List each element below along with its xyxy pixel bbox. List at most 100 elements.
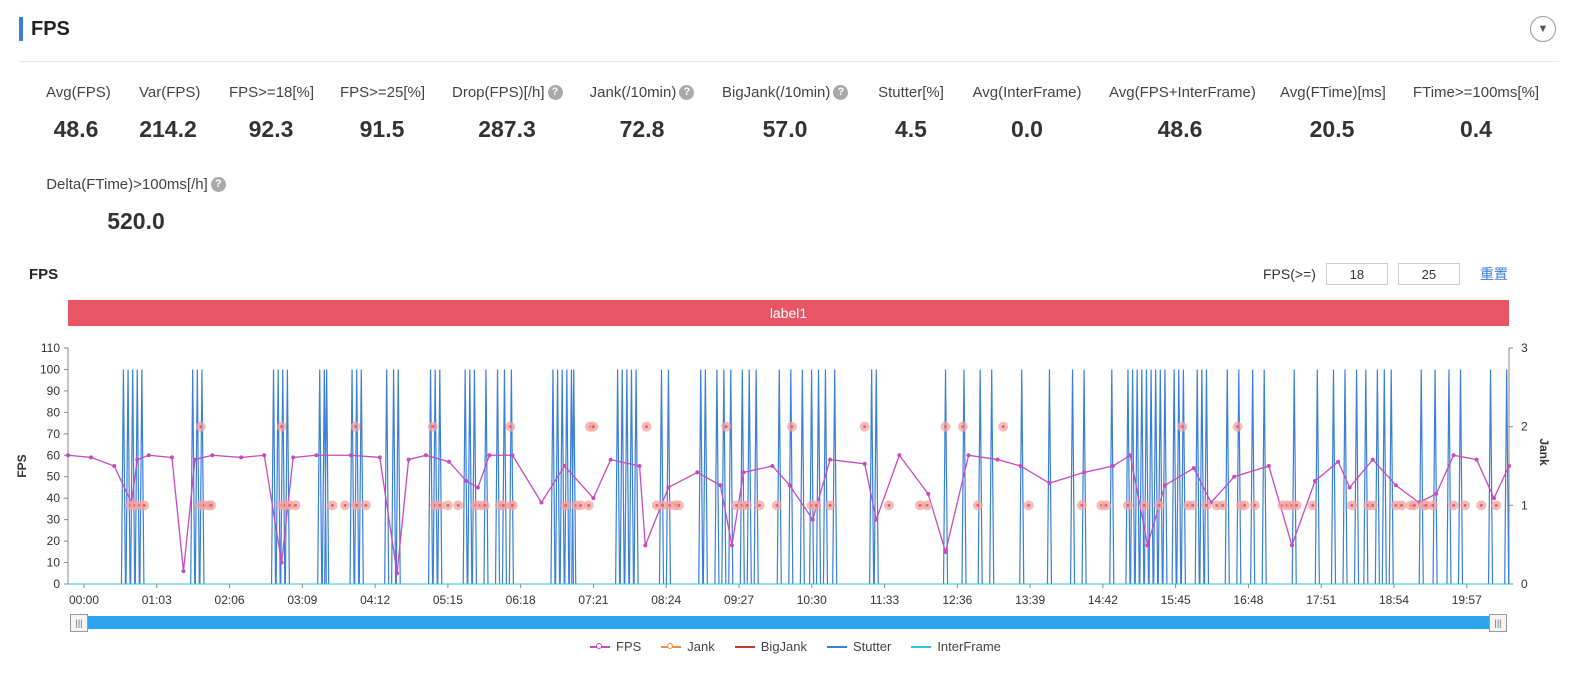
jank-marker-dot <box>1204 503 1208 507</box>
fps-point <box>1347 485 1352 490</box>
jank-marker-dot <box>1001 425 1005 429</box>
chevron-down-icon: ▼ <box>1537 23 1549 35</box>
help-icon[interactable]: ? <box>679 85 695 100</box>
x-tick-label: 15:45 <box>1161 593 1191 607</box>
stutter-spike <box>739 369 745 585</box>
metric-label: Stutter[%] <box>878 84 944 101</box>
stutter-spike <box>467 369 473 585</box>
help-icon[interactable]: ? <box>210 177 226 192</box>
metric-value: 72.8 <box>619 116 665 142</box>
jank-marker-dot <box>1191 503 1195 507</box>
stutter-spike <box>134 369 140 585</box>
jank-marker-dot <box>814 503 818 507</box>
jank-marker-dot <box>456 503 460 507</box>
stutter-spike <box>432 369 438 585</box>
collapse-button[interactable]: ▼ <box>1530 16 1556 42</box>
x-tick-label: 17:51 <box>1306 593 1336 607</box>
fps-point <box>787 483 792 488</box>
label-band[interactable]: label1 <box>68 300 1509 326</box>
help-icon[interactable]: ? <box>547 85 563 100</box>
legend-item-interframe[interactable]: InterFrame <box>911 639 1001 654</box>
stutter-spike <box>564 369 570 585</box>
stutter-spike <box>1446 369 1452 585</box>
stutter-spike <box>354 369 360 585</box>
jank-marker-dot <box>1080 503 1084 507</box>
slider-right-handle[interactable]: ||| <box>1489 614 1507 632</box>
stutter-spike <box>1250 369 1256 585</box>
stutter-spike <box>1134 369 1140 585</box>
fps-point <box>591 496 596 501</box>
jank-marker-dot <box>1295 503 1299 507</box>
legend-item-bigjank[interactable]: BigJank <box>734 639 807 654</box>
stutter-spike <box>942 369 949 585</box>
jank-marker-dot <box>501 503 505 507</box>
fps-point <box>1110 464 1115 468</box>
stutter-spike <box>349 369 355 585</box>
stutter-spike <box>1180 369 1186 585</box>
legend-item-fps[interactable]: FPS <box>590 639 641 654</box>
metric-fps-ge-25: FPS>=25[%] 91.5 <box>340 84 425 143</box>
metric-label: Avg(FTime)[ms] <box>1280 84 1386 101</box>
jank-marker-dot <box>661 503 665 507</box>
metric-var-fps: Var(FPS) 214.2 <box>139 84 200 143</box>
stutter-spike <box>391 369 397 585</box>
stutter-spike <box>280 369 286 585</box>
metric-value: 0.4 <box>1460 116 1492 142</box>
jank-marker-dot <box>1180 425 1184 429</box>
jank-marker-dot <box>1027 503 1031 507</box>
fps-point <box>1162 483 1167 488</box>
jank-marker-dot <box>1215 503 1219 507</box>
stutter-spike <box>1487 369 1494 585</box>
jank-marker-dot <box>1253 503 1257 507</box>
zoom-slider[interactable] <box>70 616 1502 629</box>
x-tick-label: 12:36 <box>942 593 972 607</box>
stutter-spike <box>494 369 501 585</box>
metric-value: 92.3 <box>248 116 294 142</box>
help-icon[interactable]: ? <box>833 85 849 100</box>
jank-marker-dot <box>587 503 591 507</box>
stutter-spike <box>1236 369 1242 585</box>
legend-label: FPS <box>616 639 642 654</box>
chart-title: FPS <box>29 266 59 283</box>
metric-value: 287.3 <box>478 116 536 142</box>
x-tick-label: 10:30 <box>797 593 827 607</box>
stutter-spike <box>1504 369 1510 585</box>
metric-label: Jank(/10min) <box>589 84 677 101</box>
threshold-input-2[interactable] <box>1397 263 1460 285</box>
jank-marker-dot <box>863 425 867 429</box>
y-axis-title-right: Jank <box>1537 438 1551 466</box>
fps-point <box>1018 464 1023 468</box>
stutter-spike <box>554 369 561 585</box>
jank-marker-dot <box>976 503 980 507</box>
slider-left-handle[interactable]: ||| <box>70 614 88 632</box>
stutter-spike <box>395 369 401 585</box>
jank-marker-dot <box>293 503 297 507</box>
legend-item-stutter[interactable]: Stutter <box>827 639 891 654</box>
stutter-spike <box>1314 369 1320 585</box>
stutter-spike <box>822 369 829 585</box>
stutter-spike <box>815 369 822 585</box>
jank-marker-dot <box>925 503 929 507</box>
fps-point <box>1336 459 1341 464</box>
jank-marker-dot <box>330 503 334 507</box>
reset-button[interactable]: 重置 <box>1479 266 1508 282</box>
legend-swatch-icon <box>661 642 682 649</box>
stutter-spike <box>633 369 639 585</box>
stutter-spike <box>471 369 478 585</box>
stutter-spike <box>571 369 577 585</box>
y-tick-label: 10 <box>47 556 61 570</box>
jank-marker-dot <box>790 425 794 429</box>
fps-point <box>608 457 613 462</box>
stutter-spike <box>1046 369 1053 585</box>
stutter-spike <box>728 369 734 585</box>
jank-marker-dot <box>944 425 948 429</box>
jank-marker-dot <box>1104 503 1108 507</box>
stutter-spike <box>1418 369 1424 585</box>
legend-item-jank[interactable]: Jank <box>661 639 715 654</box>
legend-swatch-icon <box>590 642 610 649</box>
jank-marker-dot <box>579 503 583 507</box>
threshold-input-1[interactable] <box>1325 263 1388 285</box>
stutter-spike <box>832 369 838 585</box>
jank-marker-dot <box>677 503 681 507</box>
y-tick-label: 20 <box>47 534 61 548</box>
